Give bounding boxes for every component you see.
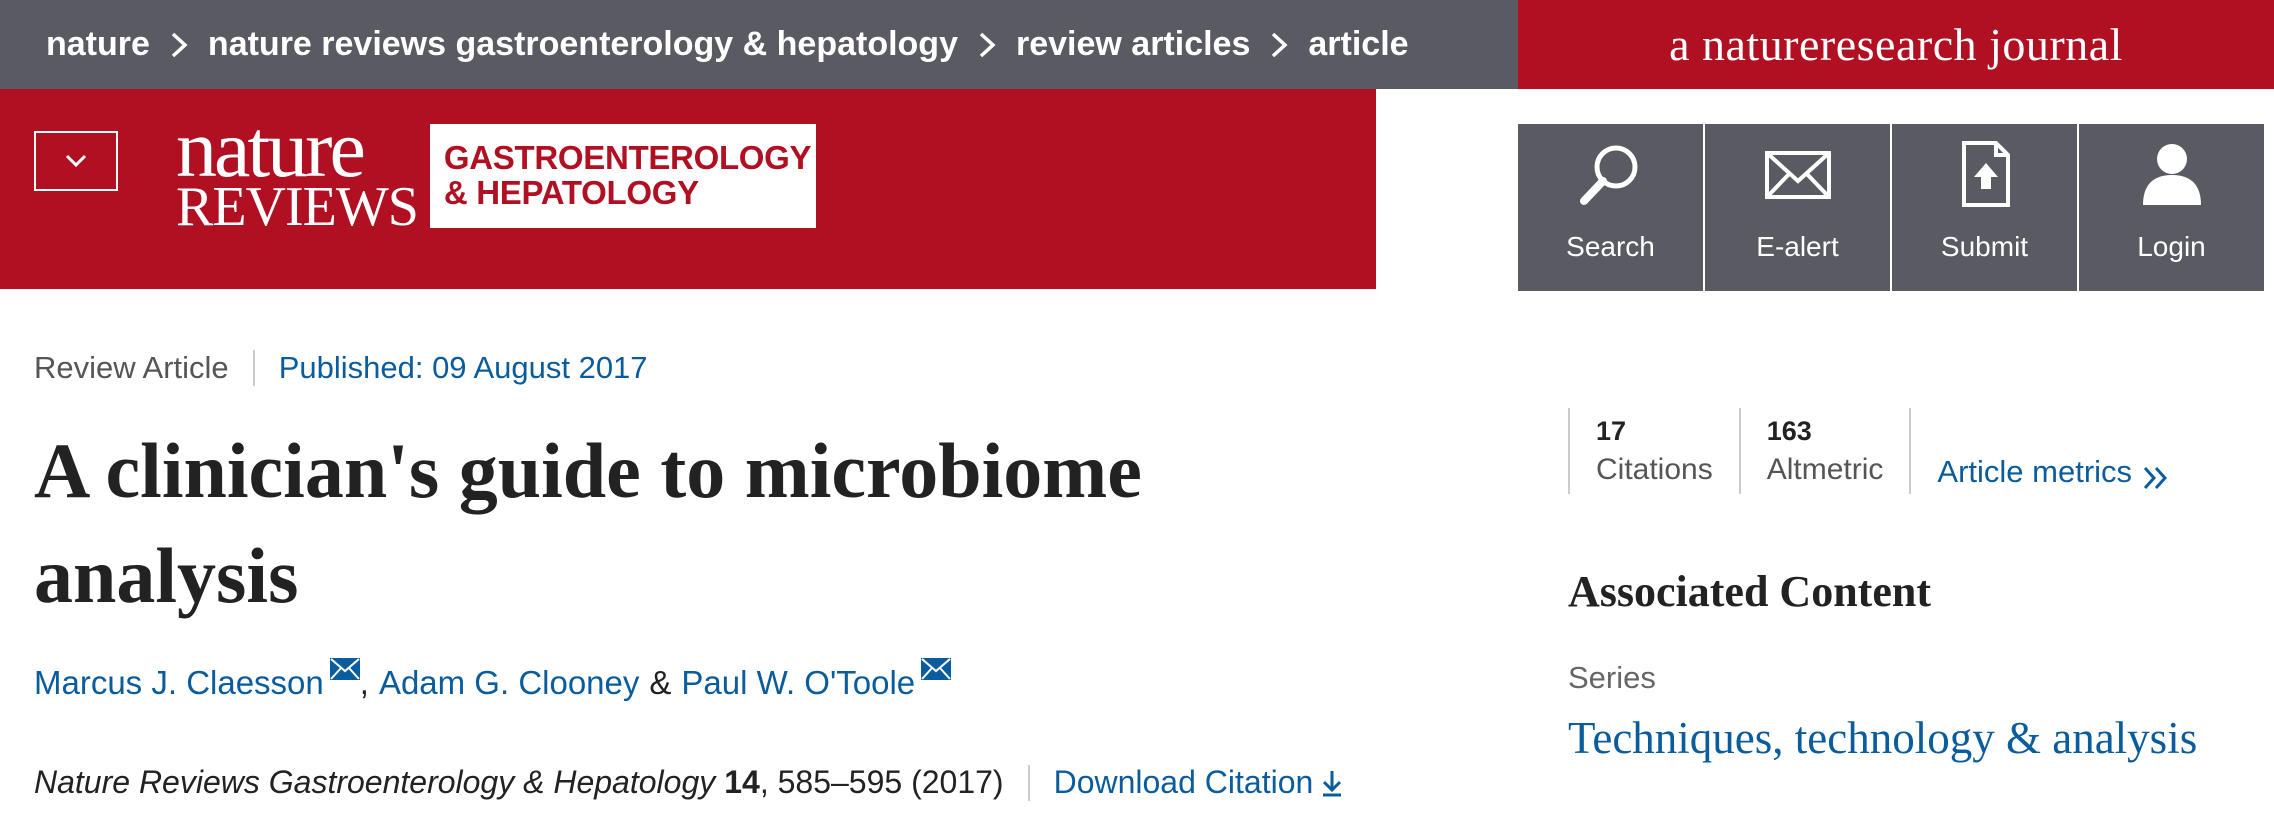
e-alert-button-label: E-alert	[1756, 231, 1839, 262]
e-alert-button[interactable]: E-alert	[1705, 124, 1890, 291]
journal-name-box: GASTROENTEROLOGY & HEPATOLOGY	[429, 124, 816, 228]
header-actions: Search E-alert Submit Login	[1518, 124, 2266, 291]
nature-reviews-wordmark: nature REVIEWS	[176, 103, 419, 239]
badge-brand: natureresearch	[1701, 19, 1978, 70]
download-icon	[1323, 770, 1342, 796]
article-metrics-link[interactable]: Article metrics	[1909, 408, 2196, 494]
journal-header: nature REVIEWS GASTROENTEROLOGY & HEPATO…	[0, 89, 1376, 289]
upload-document-icon	[1961, 141, 2010, 207]
login-button-label: Login	[2137, 231, 2206, 262]
series-label: Series	[1568, 660, 1656, 695]
associated-content-heading: Associated Content	[1568, 567, 1931, 616]
citations-label: Citations	[1596, 452, 1713, 486]
chevron-right-icon	[170, 31, 188, 59]
altmetric-metric[interactable]: 163 Altmetric	[1738, 408, 1910, 494]
author-ampersand: &	[649, 664, 672, 701]
journal-logo[interactable]: nature REVIEWS GASTROENTEROLOGY & HEPATO…	[176, 108, 816, 235]
download-citation-label: Download Citation	[1053, 764, 1314, 800]
author-link[interactable]: Adam G. Clooney	[378, 664, 640, 701]
citation-line: Nature Reviews Gastroenterology & Hepato…	[34, 764, 1343, 801]
search-button-label: Search	[1566, 231, 1655, 262]
menu-toggle-button[interactable]	[34, 131, 118, 191]
breadcrumb-review-articles[interactable]: review articles	[1015, 25, 1251, 63]
divider	[1027, 764, 1030, 801]
article-title: A clinician's guide to microbiome analys…	[34, 427, 1142, 619]
double-chevron-right-icon	[2143, 466, 2168, 490]
submit-button-label: Submit	[1940, 231, 2029, 262]
search-icon	[1579, 145, 1637, 205]
citations-metric[interactable]: 17 Citations	[1568, 408, 1739, 494]
download-citation-link[interactable]: Download Citation	[1054, 764, 1344, 801]
author-separator: ,	[359, 664, 369, 701]
logo-reviews-word: REVIEWS	[176, 176, 419, 239]
breadcrumb-journal[interactable]: nature reviews gastroenterology & hepato…	[207, 25, 958, 63]
email-icon[interactable]	[921, 658, 952, 680]
chevron-right-icon	[978, 31, 996, 59]
author-list: Marcus J. Claesson , Adam G. Clooney & P…	[34, 658, 952, 702]
logo-journal-line1: GASTROENTEROLOGY	[443, 139, 812, 177]
author-link[interactable]: Marcus J. Claesson	[34, 664, 324, 701]
envelope-icon	[1764, 151, 1831, 199]
breadcrumb-article: article	[1308, 25, 1409, 63]
altmetric-label: Altmetric	[1766, 452, 1884, 486]
article-metrics-label: Article metrics	[1937, 454, 2133, 489]
article-meta: Review Article Published: 09 August 2017	[34, 350, 648, 386]
divider	[252, 350, 255, 386]
submit-button[interactable]: Submit	[1892, 124, 2077, 291]
login-button[interactable]: Login	[2079, 124, 2264, 291]
search-button[interactable]: Search	[1518, 124, 1703, 291]
pages-year: , 585–595 (2017)	[759, 764, 1004, 800]
journal-name: Nature Reviews Gastroenterology & Hepato…	[34, 764, 716, 800]
volume-number: 14	[724, 764, 760, 800]
citations-count: 17	[1596, 415, 1627, 446]
article-metrics: 17 Citations 163 Altmetric Article metri…	[1568, 408, 2196, 494]
chevron-down-icon	[65, 154, 87, 168]
chevron-right-icon	[1270, 31, 1288, 59]
breadcrumb: nature nature reviews gastroenterology &…	[0, 0, 1518, 89]
published-date: Published: 09 August 2017	[278, 350, 648, 385]
breadcrumb-nature[interactable]: nature	[46, 25, 150, 63]
logo-nature-word: nature	[176, 103, 366, 195]
email-icon[interactable]	[329, 658, 360, 680]
badge-suffix: journal	[1989, 19, 2123, 70]
nature-research-badge[interactable]: a natureresearch journal	[1518, 0, 2274, 89]
user-icon	[2142, 144, 2201, 205]
series-link[interactable]: Techniques, technology & analysis	[1568, 713, 2198, 763]
badge-prefix: a	[1669, 19, 1690, 70]
logo-journal-line2: & HEPATOLOGY	[443, 174, 699, 211]
altmetric-count: 163	[1766, 415, 1812, 446]
author-link[interactable]: Paul W. O'Toole	[681, 664, 916, 701]
article-type: Review Article	[34, 350, 229, 385]
